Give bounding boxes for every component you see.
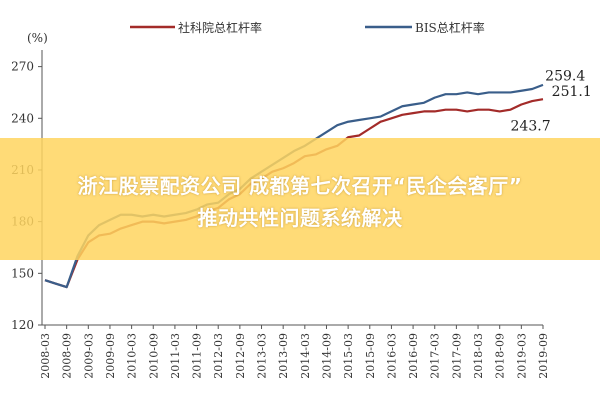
x-tick-label: 2019-03 xyxy=(515,333,528,379)
x-tick-label: 2018-09 xyxy=(494,333,507,379)
x-tick-label: 2017-09 xyxy=(450,333,463,379)
x-tick-label: 2018-03 xyxy=(472,333,485,379)
y-axis-unit: (%) xyxy=(27,31,48,45)
axes: 1201501802102402702008-032008-092009-032… xyxy=(11,50,550,379)
x-tick-label: 2011-03 xyxy=(169,333,182,379)
y-tick-label: 120 xyxy=(11,318,34,332)
y-tick-label: 270 xyxy=(11,60,34,74)
legend-label-series-1: 社科院总杠杆率 xyxy=(178,20,262,35)
x-tick-label: 2016-03 xyxy=(385,333,398,379)
x-tick-label: 2013-03 xyxy=(256,333,269,379)
x-tick-label: 2012-03 xyxy=(212,333,225,379)
overlay-banner xyxy=(0,138,600,260)
x-tick-label: 2014-09 xyxy=(320,333,333,379)
data-label: 251.1 xyxy=(552,84,592,100)
x-tick-label: 2012-09 xyxy=(234,333,247,379)
x-tick-label: 2010-03 xyxy=(126,333,139,379)
data-label: 259.4 xyxy=(545,68,585,84)
y-tick-label: 150 xyxy=(11,266,34,280)
x-tick-label: 2010-09 xyxy=(147,333,160,379)
x-tick-label: 2014-03 xyxy=(299,333,312,379)
x-tick-label: 2009-09 xyxy=(104,333,117,379)
x-tick-label: 2011-09 xyxy=(191,333,204,379)
x-tick-label: 2013-09 xyxy=(277,333,290,379)
x-tick-label: 2017-03 xyxy=(429,333,442,379)
x-tick-label: 2019-09 xyxy=(537,333,550,379)
x-tick-label: 2008-03 xyxy=(39,333,52,379)
x-tick-label: 2016-09 xyxy=(407,333,420,379)
data-label: 243.7 xyxy=(511,118,551,134)
legend: 社科院总杠杆率 BIS总杠杆率 xyxy=(130,20,485,35)
banner-subheadline[interactable]: 推动共性问题系统解决 xyxy=(197,206,403,230)
banner-headline[interactable]: 浙江股票配资公司 成都第七次召开“民企会客厅” xyxy=(77,174,523,198)
x-tick-label: 2008-09 xyxy=(61,333,74,379)
x-tick-label: 2015-03 xyxy=(342,333,355,379)
x-tick-label: 2009-03 xyxy=(82,333,95,379)
x-tick-label: 2015-09 xyxy=(364,333,377,379)
legend-label-series-2: BIS总杠杆率 xyxy=(415,20,485,35)
y-tick-label: 240 xyxy=(11,111,34,125)
